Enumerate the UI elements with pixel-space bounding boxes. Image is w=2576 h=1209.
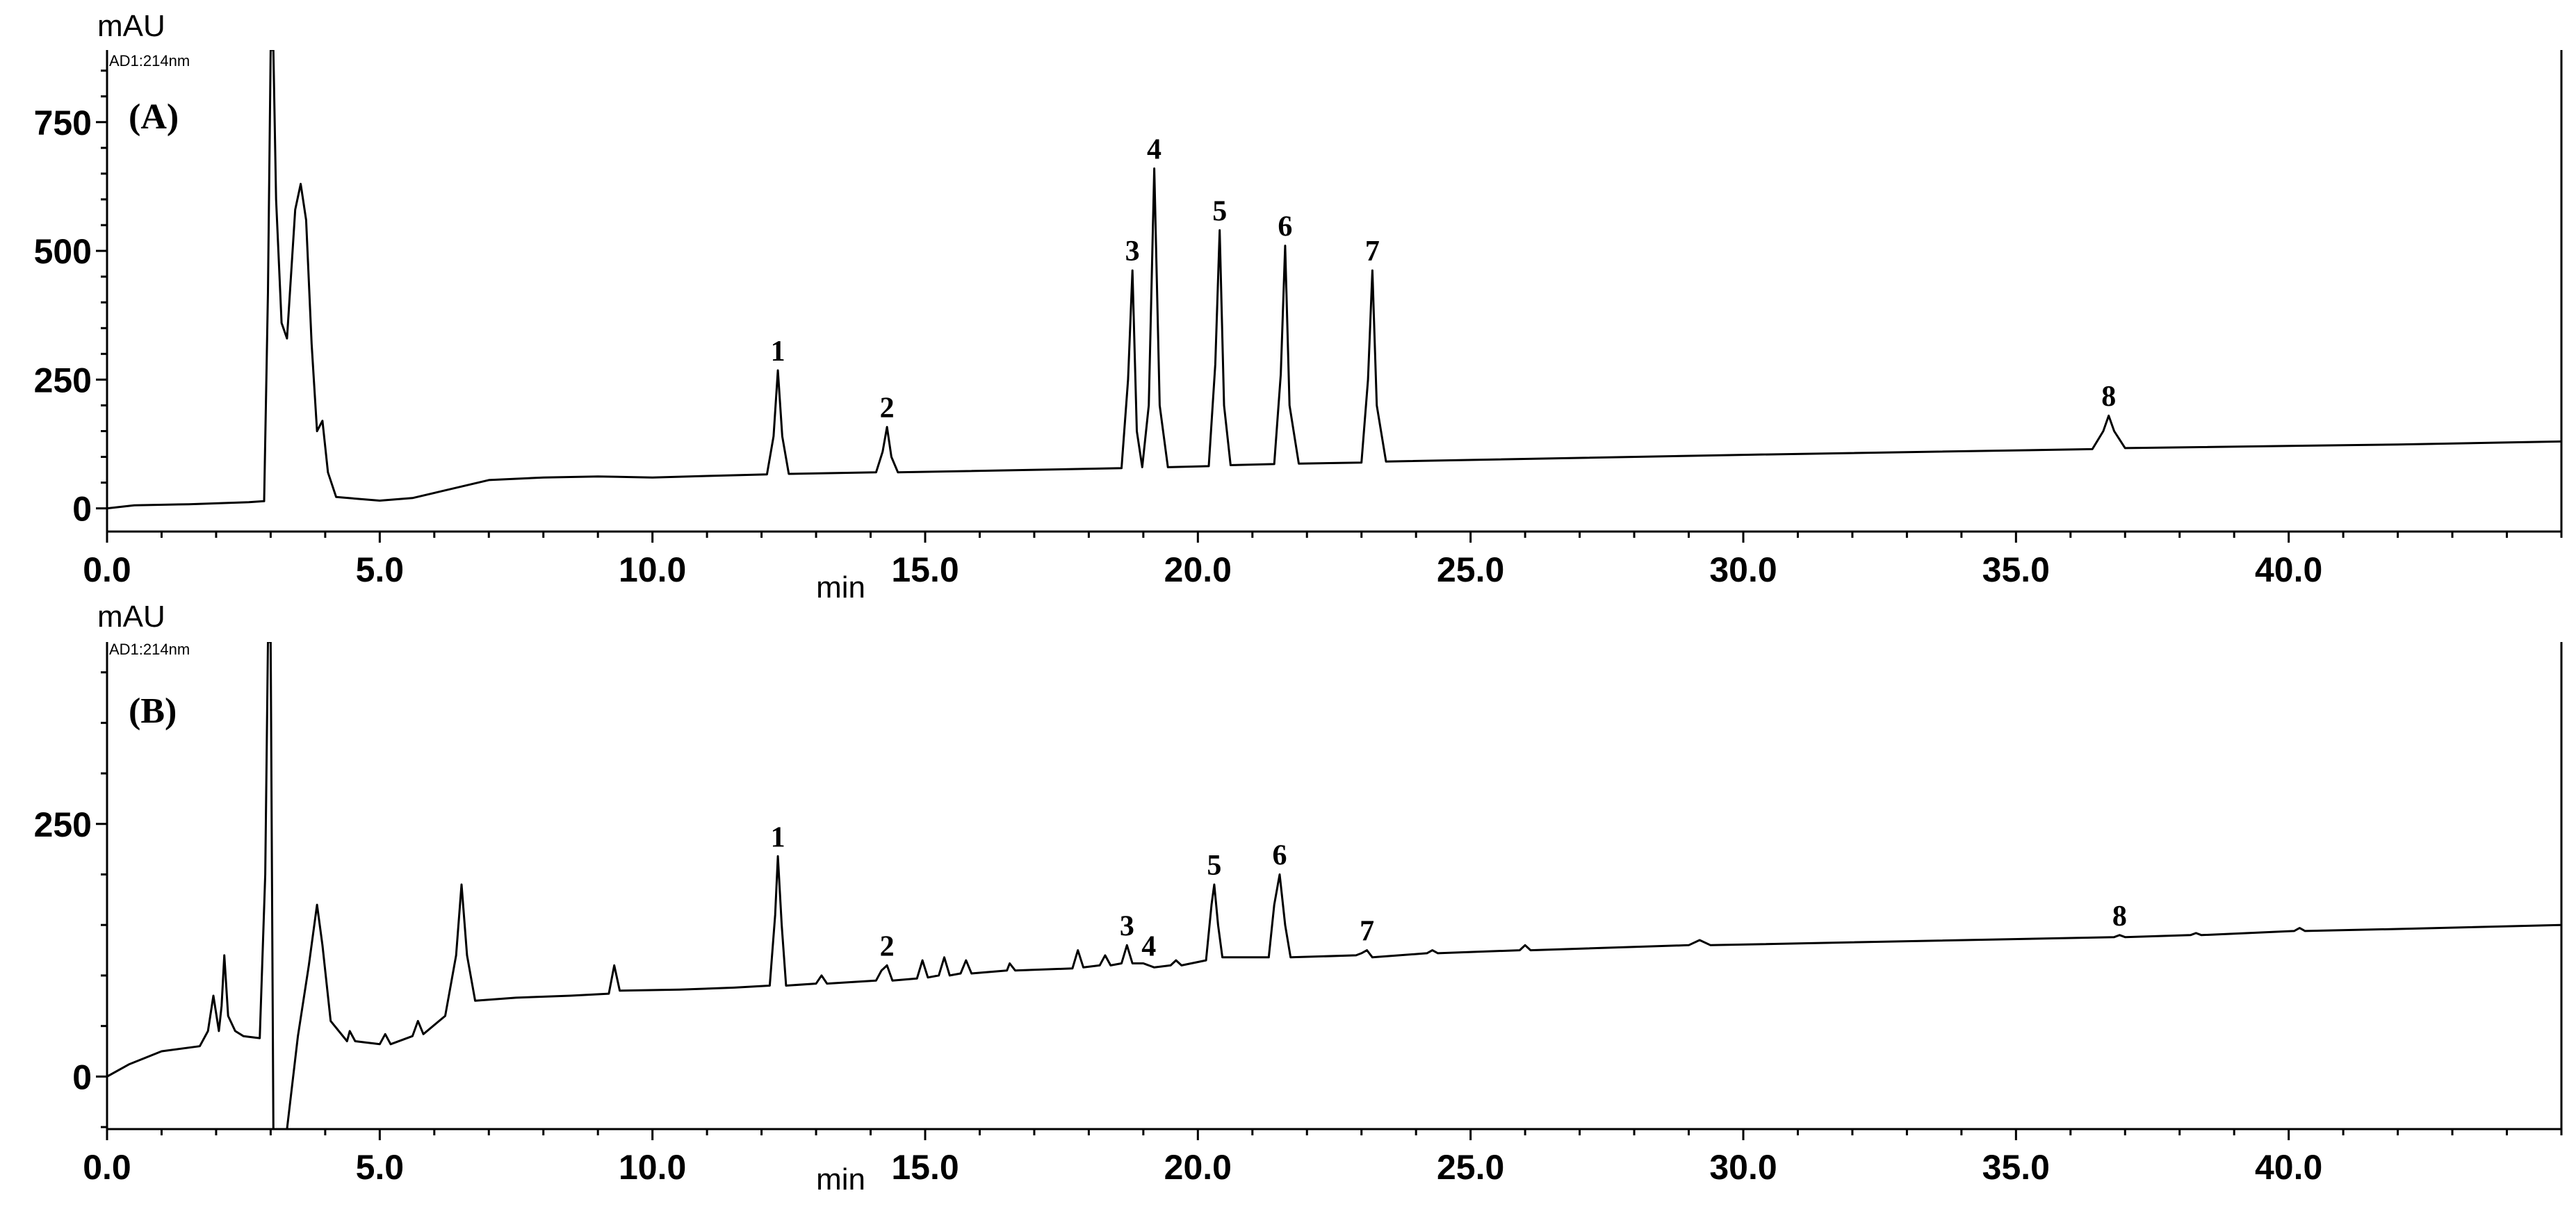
panel-b: mAU AD1:214nm (B) min 0.0 5.0 10.0 15.0 20.0…	[34, 600, 2563, 1196]
panel-a-peak-label-1: 1	[771, 336, 785, 368]
panel-b-x-tick-label: 25.0	[1437, 1148, 1504, 1187]
panel-b-y-tick-label: 250	[34, 805, 92, 844]
panel-a: mAU AD1:214nm (A) min 0.0 5.0 10.0 15.0 20.0…	[34, 9, 2563, 604]
panel-a-peak-label-2: 2	[880, 393, 895, 425]
panel-b-x-tick-label: 5.0	[356, 1148, 405, 1187]
panel-a-x-tick-label: 20.0	[1164, 550, 1232, 589]
panel-b-detector-label: AD1:214nm	[109, 641, 190, 658]
panel-b-peak-label-7: 7	[1360, 916, 1374, 948]
panel-a-peak-label-5: 5	[1212, 195, 1227, 227]
panel-a-x-tick-label: 5.0	[356, 550, 405, 589]
panel-b-peak-label-8: 8	[2112, 900, 2127, 932]
panel-a-peak-label-6: 6	[1278, 211, 1292, 243]
panel-b-y-tick-label: 0	[72, 1058, 92, 1096]
panel-a-y-tick-label: 0	[72, 490, 92, 529]
panel-b-peak-label-6: 6	[1273, 840, 1287, 872]
panel-a-x-tick-label: 10.0	[619, 550, 686, 589]
panel-a-plot: 0.0 5.0 10.0 15.0 20.0 25.0 30.0 35.0 40.0 0 250 50…	[34, 50, 2563, 589]
panel-a-x-tick-label: 35.0	[1982, 550, 2050, 589]
panel-a-y-unit: mAU	[97, 9, 165, 43]
panel-a-trace	[107, 50, 2561, 510]
panel-b-peak-label-1: 1	[771, 821, 785, 853]
panel-b-plot: 0.0 5.0 10.0 15.0 20.0 25.0 30.0 35.0 40.0 0 250 1 2…	[34, 642, 2563, 1187]
panel-a-peak-label-7: 7	[1365, 236, 1380, 268]
panel-a-x-unit: min	[816, 570, 865, 604]
panel-a-y-tick-label: 750	[34, 104, 92, 142]
panel-b-label: (B)	[129, 691, 177, 731]
panel-a-y-tick-label: 250	[34, 361, 92, 400]
panel-a-x-tick-label: 0.0	[83, 550, 131, 589]
panel-b-trace	[107, 642, 2561, 1129]
panel-b-x-unit: min	[816, 1162, 865, 1196]
panel-b-x-tick-label: 30.0	[1709, 1148, 1777, 1187]
panel-b-peak-label-2: 2	[880, 930, 895, 962]
panel-b-x-tick-label: 10.0	[619, 1148, 686, 1187]
panel-b-x-tick-label: 20.0	[1164, 1148, 1232, 1187]
panel-b-peak-label-3: 3	[1120, 910, 1134, 942]
panel-b-y-unit: mAU	[97, 600, 165, 634]
panel-a-x-tick-label: 30.0	[1709, 550, 1777, 589]
panel-b-x-tick-label: 40.0	[2255, 1148, 2322, 1187]
panel-a-peak-label-8: 8	[2101, 381, 2116, 413]
panel-a-x-tick-label: 15.0	[891, 550, 959, 589]
panel-b-peak-label-4: 4	[1141, 930, 1156, 962]
panel-b-x-tick-label: 15.0	[891, 1148, 959, 1187]
panel-b-x-tick-label: 35.0	[1982, 1148, 2050, 1187]
panel-a-peak-label-3: 3	[1125, 236, 1140, 268]
panel-a-y-tick-label: 500	[34, 232, 92, 271]
panel-a-peak-label-4: 4	[1147, 133, 1161, 165]
panel-a-x-tick-label: 25.0	[1437, 550, 1504, 589]
panel-b-x-tick-label: 0.0	[83, 1148, 131, 1187]
panel-a-detector-label: AD1:214nm	[109, 52, 190, 69]
panel-b-peak-label-5: 5	[1207, 850, 1221, 882]
panel-a-x-tick-label: 40.0	[2255, 550, 2322, 589]
panel-a-label: (A)	[129, 97, 179, 137]
